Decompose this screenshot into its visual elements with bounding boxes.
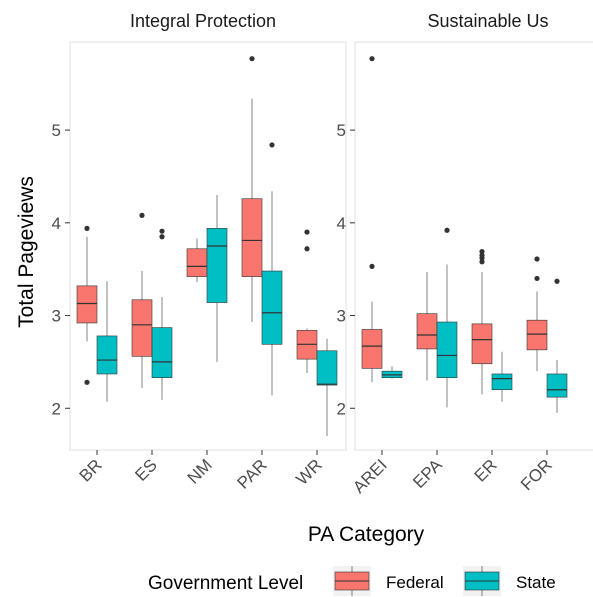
x-tick-label: NM [184,455,216,487]
x-tick-label: EPA [409,455,446,492]
box-body [151,327,173,378]
box-body [361,329,383,369]
y-tick-label: 5 [52,121,61,140]
box-state [316,338,338,437]
box-body [526,319,548,351]
box-federal [186,238,208,283]
y-tick-label: 2 [337,399,346,418]
outlier-point [304,229,310,235]
box-state [151,228,173,400]
y-axis-title: Total Pageviews [15,176,38,328]
x-tick-label: BR [76,455,106,485]
box-body [416,313,438,350]
outlier-point [479,259,485,265]
y-axis: 2 3 4 5 2 3 4 5 [52,121,355,418]
outlier-point [159,228,165,234]
panels: Integral Protection BR ES NM PAR WR Sustainabl… [69,11,593,497]
y-tick-label: 4 [337,214,346,233]
box-federal [296,229,318,374]
box-state [96,281,118,402]
x-axis-title: PA Category [308,523,425,546]
legend: Government Level Federal State [148,566,556,596]
outlier-point [84,225,90,231]
box-body [471,323,493,365]
box-federal [76,225,98,385]
box-body [241,198,263,277]
x-tick-label: ER [471,455,501,485]
outlier-point [269,142,275,148]
box-body [131,299,153,357]
box-state [381,366,403,379]
box-state [491,351,513,402]
box-body [491,373,513,391]
outlier-point [444,227,450,233]
x-tick-label: ES [131,455,160,484]
box-federal [471,248,493,395]
y-tick-label: 4 [52,214,61,233]
x-tick-label: WR [292,455,325,488]
box-body [316,350,338,386]
outlier-point [159,234,165,240]
x-tick-label: PAR [234,455,271,492]
box-federal [361,56,383,383]
y-tick-label: 3 [52,307,61,326]
outlier-point [554,278,560,284]
outlier-point [534,256,540,262]
outlier-point [479,255,485,261]
box-body [546,373,568,398]
box-body [186,248,208,277]
outlier-point [249,56,255,62]
box-body [436,321,458,378]
facet-panel: Integral Protection BR ES NM PAR WR [69,11,347,493]
box-body [261,270,283,345]
outlier-point [304,246,310,252]
y-tick-label: 5 [337,121,346,140]
box-state [206,195,228,362]
outlier-point [84,379,90,385]
facet-strip-title: Integral Protection [130,11,276,31]
outlier-point [534,275,540,282]
box-body [96,335,118,375]
box-state [546,278,568,413]
box-body [206,228,228,303]
box-federal [131,212,153,388]
outlier-point [369,56,375,62]
box-federal [241,56,263,323]
outlier-point [139,212,145,218]
box-federal [526,256,548,372]
legend-label-federal: Federal [386,573,444,592]
outlier-point [369,263,375,269]
outlier-point [479,248,485,255]
box-state [261,142,283,396]
facet-strip-title: Sustainable Us [427,11,548,31]
box-body [76,285,98,324]
x-tick-label: AREI [349,455,390,496]
y-tick-label: 2 [52,399,61,418]
legend-title: Government Level [148,573,303,594]
legend-label-state: State [516,573,556,592]
y-tick-label: 3 [337,307,346,326]
x-tick-label: FOR [517,455,556,494]
box-state [436,227,458,408]
facet-panel: Sustainable Us AREI EPA ER FOR [349,11,593,497]
